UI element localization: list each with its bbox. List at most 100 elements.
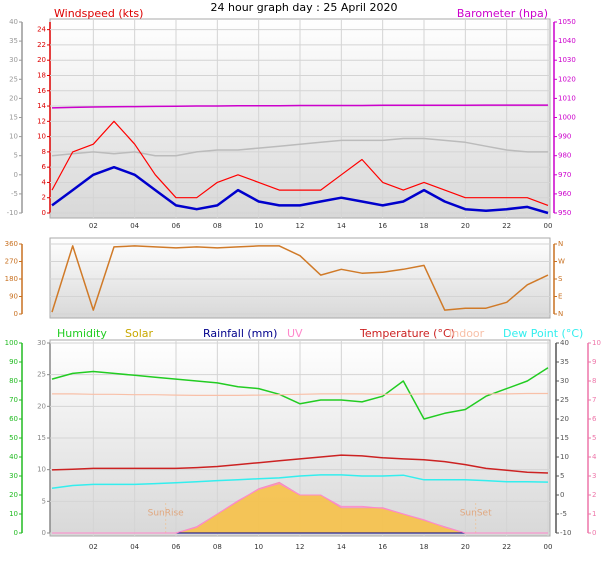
y-tick-label: 180 [5,275,18,283]
y-tick-label: E [558,293,562,301]
x-tick-label: 10 [254,543,263,551]
x-tick-label: 14 [337,222,346,230]
y-tick-label: 5 [560,472,564,480]
legend-label: Humidity [57,327,107,340]
x-tick-label: 10 [254,222,263,230]
y-tick-label: 950 [558,209,571,217]
y-tick-label: 20 [37,402,46,410]
y-tick-label: 1030 [558,56,576,64]
x-tick-label: 06 [172,222,181,230]
y-tick-label: 0 [560,491,564,499]
y-tick-label: 30 [37,339,46,347]
annotation: SunSet [460,509,492,519]
y-tick-label: 25 [37,371,46,379]
x-tick-label: 08 [213,543,222,551]
x-tick-label: 04 [130,543,139,551]
y-tick-label: 70 [9,396,18,404]
y-tick-label: W [558,258,565,266]
y-tick-label: 15 [9,114,18,122]
y-tick-label: 20 [37,56,46,64]
y-tick-label: 35 [560,358,569,366]
x-tick-label: 12 [296,222,305,230]
x-tick-label: 22 [502,222,511,230]
y-tick-label: 980 [558,152,571,160]
series-line [51,474,549,489]
x-tick-label: 12 [296,543,305,551]
y-tick-label: 960 [558,190,571,198]
y-tick-label: 10 [9,133,18,141]
x-tick-label: 20 [461,222,470,230]
y-tick-label: 0 [42,529,46,537]
y-tick-label: -5 [560,510,567,518]
y-tick-label: 25 [560,396,569,404]
series-line [51,245,549,313]
y-tick-label: 1 [592,510,596,518]
series-line [51,367,549,420]
axis-title: Barometer (hpa) [457,7,548,20]
y-tick-label: 4 [42,178,47,186]
x-tick-label: 06 [172,543,181,551]
y-tick-label: 5 [592,434,596,442]
y-tick-label: 10 [560,453,569,461]
y-tick-label: 1050 [558,18,576,26]
y-tick-label: 0 [42,209,46,217]
y-tick-label: N [558,310,563,318]
series-line [51,454,549,474]
y-tick-label: 18 [37,71,46,79]
y-tick-label: 15 [560,434,569,442]
legend-label: Dew Point (°C) [503,327,583,340]
x-tick-label: 18 [420,222,429,230]
y-tick-label: -10 [7,209,18,217]
x-tick-label: 22 [502,543,511,551]
y-tick-label: 5 [14,152,18,160]
x-tick-label: 18 [420,543,429,551]
y-tick-label: 10 [37,466,46,474]
y-tick-label: 20 [560,415,569,423]
y-tick-label: 22 [37,41,46,49]
y-tick-label: 60 [9,415,18,423]
y-tick-label: 2 [592,491,596,499]
y-tick-label: 10 [9,510,18,518]
y-tick-label: 15 [37,434,46,442]
y-tick-label: -5 [11,190,18,198]
y-tick-label: 0 [14,171,18,179]
axis-title: Windspeed (kts) [54,7,143,20]
x-tick-label: 16 [378,222,387,230]
y-tick-label: 30 [9,56,18,64]
y-tick-label: 10 [592,339,601,347]
y-tick-label: 80 [9,377,18,385]
chart-title: 24 hour graph day : 25 April 2020 [211,1,398,14]
y-tick-label: 1010 [558,94,576,102]
y-tick-label: 2 [42,194,46,202]
x-tick-label: 00 [544,222,553,230]
legend-label: Solar [125,327,154,340]
y-tick-label: 25 [9,75,18,83]
x-tick-label: 02 [89,222,98,230]
y-tick-label: 90 [9,293,18,301]
series-line [51,165,549,215]
y-tick-label: 8 [42,148,46,156]
x-tick-label: 16 [378,543,387,551]
series-line [51,137,548,157]
series-line [51,104,548,109]
x-tick-label: 04 [130,222,139,230]
y-tick-label: 8 [592,377,596,385]
y-tick-label: 4 [592,453,597,461]
series-line [51,120,549,206]
y-tick-label: 20 [9,94,18,102]
y-tick-label: 270 [5,258,18,266]
x-tick-label: 14 [337,543,346,551]
y-tick-label: 0 [14,529,18,537]
x-tick-label: 00 [544,543,553,551]
y-tick-label: 14 [37,102,46,110]
y-tick-label: 990 [558,133,571,141]
y-tick-label: 12 [37,117,46,125]
series-line [52,392,548,396]
x-tick-label: 20 [461,543,470,551]
x-tick-label: 02 [89,543,98,551]
y-tick-label: 35 [9,37,18,45]
y-tick-label: 9 [592,358,596,366]
annotation: SunRise [148,509,185,519]
y-tick-label: 24 [37,26,46,34]
y-tick-label: S [558,275,563,283]
